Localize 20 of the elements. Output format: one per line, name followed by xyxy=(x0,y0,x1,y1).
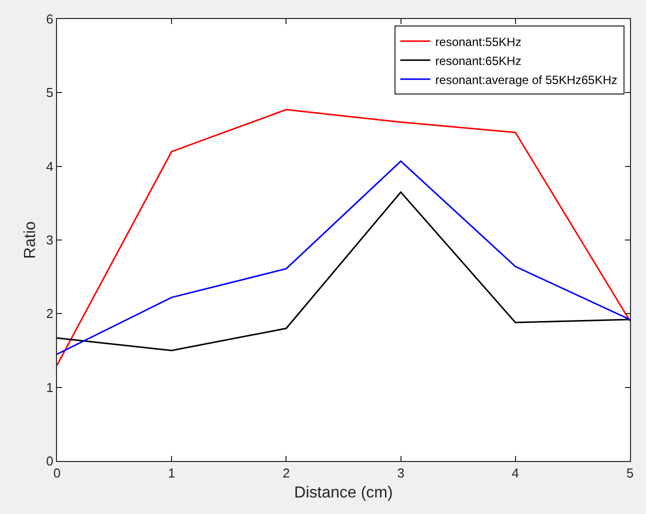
x-tick-label: 2 xyxy=(282,466,290,481)
y-axis-title: Ratio xyxy=(22,221,40,259)
y-tick-label: 4 xyxy=(46,158,54,174)
y-tick-label: 1 xyxy=(46,380,54,395)
x-axis-title: Distance (cm) xyxy=(294,484,393,502)
legend-label: resonant:55KHz xyxy=(435,34,522,49)
y-tick-label: 2 xyxy=(46,306,54,322)
x-tick-label: 5 xyxy=(626,466,634,481)
x-tick-label: 4 xyxy=(512,466,520,481)
x-tick-label: 3 xyxy=(397,466,404,481)
line-series xyxy=(57,191,630,352)
x-tick-label: 1 xyxy=(168,466,176,481)
y-tick-label: 5 xyxy=(46,85,54,100)
legend-label: resonant:average of 55KHz65KHz xyxy=(435,72,618,87)
legend-label: resonant:65KHz xyxy=(435,54,522,68)
line-series xyxy=(57,160,630,355)
y-tick-label: 6 xyxy=(46,12,54,27)
line-series xyxy=(57,108,630,366)
y-tick-label: 3 xyxy=(46,232,54,248)
y-tick-label: 0 xyxy=(46,454,54,469)
